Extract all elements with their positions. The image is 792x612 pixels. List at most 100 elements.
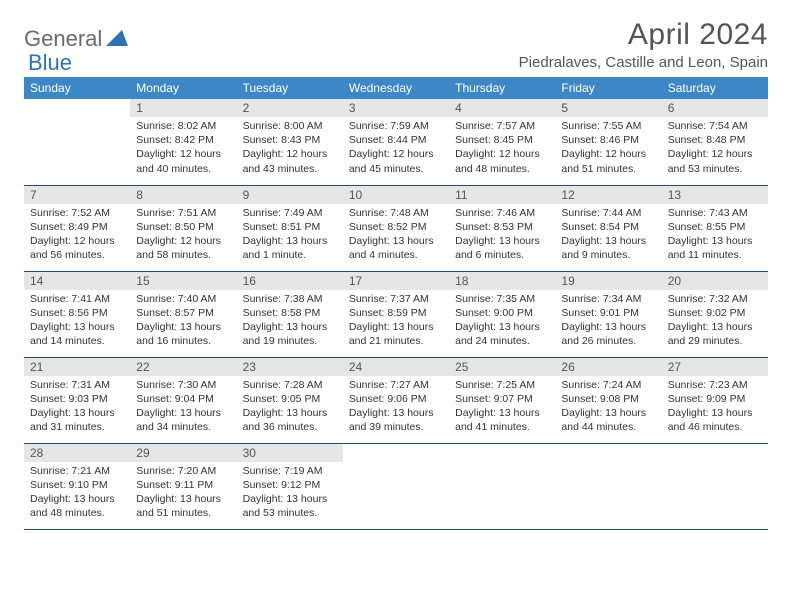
day-details: Sunrise: 7:19 AMSunset: 9:12 PMDaylight:… <box>237 462 343 525</box>
day-details: Sunrise: 7:24 AMSunset: 9:08 PMDaylight:… <box>555 376 661 439</box>
calendar-day-cell: 12Sunrise: 7:44 AMSunset: 8:54 PMDayligh… <box>555 185 661 271</box>
day-details: Sunrise: 7:57 AMSunset: 8:45 PMDaylight:… <box>449 117 555 180</box>
day-details: Sunrise: 7:35 AMSunset: 9:00 PMDaylight:… <box>449 290 555 353</box>
day-number: 12 <box>555 186 661 204</box>
day-number: 26 <box>555 358 661 376</box>
day-number: 13 <box>662 186 768 204</box>
calendar-day-cell: 27Sunrise: 7:23 AMSunset: 9:09 PMDayligh… <box>662 357 768 443</box>
day-number: 17 <box>343 272 449 290</box>
triangle-icon <box>106 28 128 51</box>
day-number: 3 <box>343 99 449 117</box>
calendar-day-cell: 1Sunrise: 8:02 AMSunset: 8:42 PMDaylight… <box>130 99 236 185</box>
day-details: Sunrise: 7:52 AMSunset: 8:49 PMDaylight:… <box>24 204 130 267</box>
calendar-week-row: 21Sunrise: 7:31 AMSunset: 9:03 PMDayligh… <box>24 357 768 443</box>
day-number: 23 <box>237 358 343 376</box>
day-number: 7 <box>24 186 130 204</box>
calendar-day-cell: 30Sunrise: 7:19 AMSunset: 9:12 PMDayligh… <box>237 443 343 529</box>
day-number: 21 <box>24 358 130 376</box>
day-number: 4 <box>449 99 555 117</box>
calendar-day-cell: 17Sunrise: 7:37 AMSunset: 8:59 PMDayligh… <box>343 271 449 357</box>
calendar-week-row: 1Sunrise: 8:02 AMSunset: 8:42 PMDaylight… <box>24 99 768 185</box>
day-number: 25 <box>449 358 555 376</box>
day-details: Sunrise: 7:28 AMSunset: 9:05 PMDaylight:… <box>237 376 343 439</box>
calendar-table: SundayMondayTuesdayWednesdayThursdayFrid… <box>24 77 768 530</box>
calendar-header-row: SundayMondayTuesdayWednesdayThursdayFrid… <box>24 77 768 99</box>
calendar-day-cell: 23Sunrise: 7:28 AMSunset: 9:05 PMDayligh… <box>237 357 343 443</box>
calendar-day-cell <box>24 99 130 185</box>
day-details: Sunrise: 7:21 AMSunset: 9:10 PMDaylight:… <box>24 462 130 525</box>
location-text: Piedralaves, Castille and Leon, Spain <box>519 54 768 71</box>
day-number: 1 <box>130 99 236 117</box>
weekday-header: Sunday <box>24 77 130 99</box>
day-number: 29 <box>130 444 236 462</box>
day-details: Sunrise: 8:02 AMSunset: 8:42 PMDaylight:… <box>130 117 236 180</box>
calendar-day-cell <box>555 443 661 529</box>
day-details: Sunrise: 7:40 AMSunset: 8:57 PMDaylight:… <box>130 290 236 353</box>
day-details: Sunrise: 7:55 AMSunset: 8:46 PMDaylight:… <box>555 117 661 180</box>
calendar-day-cell: 15Sunrise: 7:40 AMSunset: 8:57 PMDayligh… <box>130 271 236 357</box>
logo-text-gray: General <box>24 26 102 52</box>
calendar-day-cell: 2Sunrise: 8:00 AMSunset: 8:43 PMDaylight… <box>237 99 343 185</box>
calendar-page: General April 2024 Piedralaves, Castille… <box>0 0 792 530</box>
logo: General <box>24 18 130 52</box>
calendar-day-cell: 11Sunrise: 7:46 AMSunset: 8:53 PMDayligh… <box>449 185 555 271</box>
logo-text-blue: Blue <box>28 50 72 75</box>
calendar-day-cell: 16Sunrise: 7:38 AMSunset: 8:58 PMDayligh… <box>237 271 343 357</box>
day-number: 11 <box>449 186 555 204</box>
calendar-day-cell: 4Sunrise: 7:57 AMSunset: 8:45 PMDaylight… <box>449 99 555 185</box>
calendar-day-cell: 29Sunrise: 7:20 AMSunset: 9:11 PMDayligh… <box>130 443 236 529</box>
weekday-header: Saturday <box>662 77 768 99</box>
calendar-day-cell: 5Sunrise: 7:55 AMSunset: 8:46 PMDaylight… <box>555 99 661 185</box>
day-details: Sunrise: 7:38 AMSunset: 8:58 PMDaylight:… <box>237 290 343 353</box>
calendar-day-cell: 3Sunrise: 7:59 AMSunset: 8:44 PMDaylight… <box>343 99 449 185</box>
calendar-day-cell <box>449 443 555 529</box>
day-details: Sunrise: 7:32 AMSunset: 9:02 PMDaylight:… <box>662 290 768 353</box>
header: General April 2024 Piedralaves, Castille… <box>24 18 768 71</box>
calendar-week-row: 7Sunrise: 7:52 AMSunset: 8:49 PMDaylight… <box>24 185 768 271</box>
day-details: Sunrise: 7:51 AMSunset: 8:50 PMDaylight:… <box>130 204 236 267</box>
calendar-day-cell: 13Sunrise: 7:43 AMSunset: 8:55 PMDayligh… <box>662 185 768 271</box>
month-title: April 2024 <box>519 18 768 52</box>
weekday-header: Wednesday <box>343 77 449 99</box>
weekday-header: Friday <box>555 77 661 99</box>
day-details: Sunrise: 7:30 AMSunset: 9:04 PMDaylight:… <box>130 376 236 439</box>
calendar-day-cell: 9Sunrise: 7:49 AMSunset: 8:51 PMDaylight… <box>237 185 343 271</box>
day-details: Sunrise: 7:25 AMSunset: 9:07 PMDaylight:… <box>449 376 555 439</box>
calendar-day-cell: 25Sunrise: 7:25 AMSunset: 9:07 PMDayligh… <box>449 357 555 443</box>
day-details: Sunrise: 7:41 AMSunset: 8:56 PMDaylight:… <box>24 290 130 353</box>
weekday-header: Monday <box>130 77 236 99</box>
calendar-day-cell: 10Sunrise: 7:48 AMSunset: 8:52 PMDayligh… <box>343 185 449 271</box>
day-details: Sunrise: 7:49 AMSunset: 8:51 PMDaylight:… <box>237 204 343 267</box>
day-details: Sunrise: 7:23 AMSunset: 9:09 PMDaylight:… <box>662 376 768 439</box>
day-details: Sunrise: 7:46 AMSunset: 8:53 PMDaylight:… <box>449 204 555 267</box>
day-number: 30 <box>237 444 343 462</box>
day-number: 10 <box>343 186 449 204</box>
calendar-week-row: 14Sunrise: 7:41 AMSunset: 8:56 PMDayligh… <box>24 271 768 357</box>
day-number: 15 <box>130 272 236 290</box>
day-details: Sunrise: 7:31 AMSunset: 9:03 PMDaylight:… <box>24 376 130 439</box>
day-details: Sunrise: 7:48 AMSunset: 8:52 PMDaylight:… <box>343 204 449 267</box>
day-number: 14 <box>24 272 130 290</box>
title-block: April 2024 Piedralaves, Castille and Leo… <box>519 18 768 71</box>
calendar-day-cell: 21Sunrise: 7:31 AMSunset: 9:03 PMDayligh… <box>24 357 130 443</box>
calendar-day-cell: 18Sunrise: 7:35 AMSunset: 9:00 PMDayligh… <box>449 271 555 357</box>
logo-sub: Blue <box>28 50 72 76</box>
calendar-day-cell: 19Sunrise: 7:34 AMSunset: 9:01 PMDayligh… <box>555 271 661 357</box>
day-details: Sunrise: 8:00 AMSunset: 8:43 PMDaylight:… <box>237 117 343 180</box>
calendar-day-cell: 22Sunrise: 7:30 AMSunset: 9:04 PMDayligh… <box>130 357 236 443</box>
day-number: 27 <box>662 358 768 376</box>
calendar-week-row: 28Sunrise: 7:21 AMSunset: 9:10 PMDayligh… <box>24 443 768 529</box>
calendar-day-cell: 26Sunrise: 7:24 AMSunset: 9:08 PMDayligh… <box>555 357 661 443</box>
day-number: 19 <box>555 272 661 290</box>
day-number: 18 <box>449 272 555 290</box>
day-number: 8 <box>130 186 236 204</box>
calendar-day-cell: 20Sunrise: 7:32 AMSunset: 9:02 PMDayligh… <box>662 271 768 357</box>
day-number: 22 <box>130 358 236 376</box>
day-number: 28 <box>24 444 130 462</box>
day-details: Sunrise: 7:20 AMSunset: 9:11 PMDaylight:… <box>130 462 236 525</box>
day-details: Sunrise: 7:34 AMSunset: 9:01 PMDaylight:… <box>555 290 661 353</box>
calendar-day-cell: 24Sunrise: 7:27 AMSunset: 9:06 PMDayligh… <box>343 357 449 443</box>
day-number: 2 <box>237 99 343 117</box>
day-number: 5 <box>555 99 661 117</box>
day-number: 6 <box>662 99 768 117</box>
